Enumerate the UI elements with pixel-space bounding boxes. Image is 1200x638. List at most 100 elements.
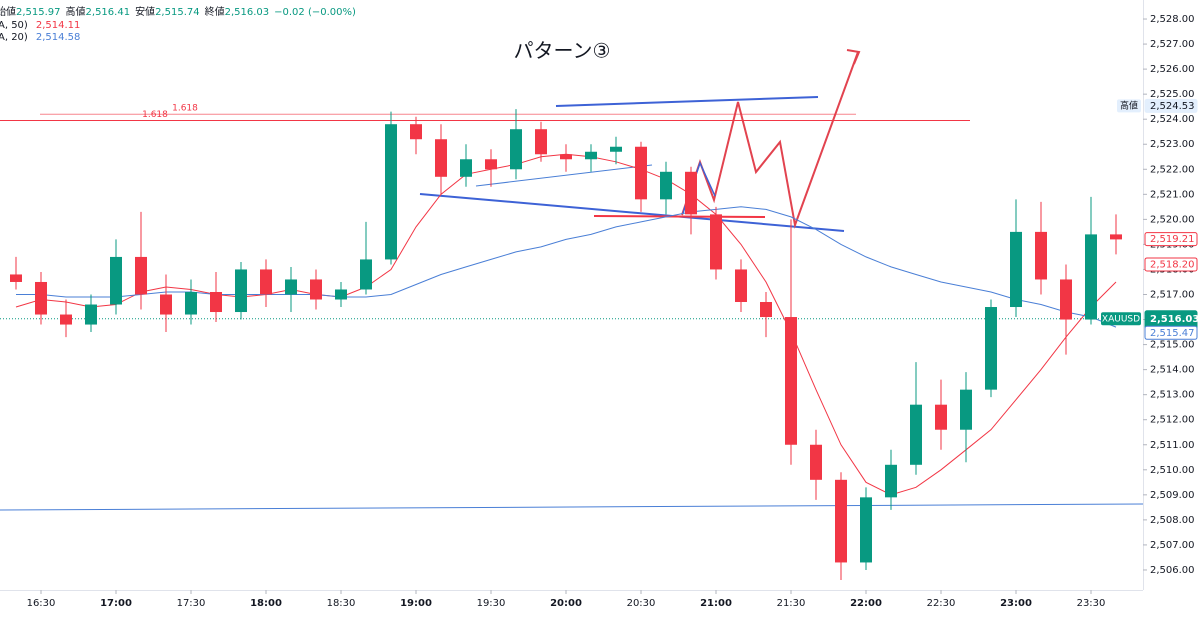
projection-path (681, 51, 859, 229)
candle-body (335, 289, 347, 300)
price-tag-name: XAUUSD (1102, 314, 1140, 324)
x-tick-label: 22:00 (850, 598, 882, 609)
x-tick-label: 18:00 (250, 598, 282, 609)
price-tag-label: 2,519.21 (1150, 234, 1195, 245)
x-tick-label: 17:00 (100, 598, 132, 609)
x-tick-label: 20:30 (627, 598, 656, 609)
arrow-head (846, 49, 861, 65)
x-tick-label: 21:30 (777, 598, 806, 609)
candle-body (1035, 231, 1047, 280)
candle-body (10, 274, 22, 282)
legend-series-name: A, 20) (0, 32, 28, 43)
y-tick-label: 2,514.00 (1150, 365, 1195, 376)
price-tag-name-bg (1101, 312, 1141, 326)
candle-body (1110, 234, 1122, 240)
price-tag (1144, 232, 1198, 247)
y-tick-label: 2,511.00 (1150, 440, 1195, 451)
legend-change: −0.02 (−0.00%) (274, 7, 356, 18)
candle-body (910, 404, 922, 465)
candle-body (235, 269, 247, 313)
x-tick-label: 20:00 (550, 598, 582, 609)
candle-body (935, 404, 947, 430)
candle-body (785, 317, 797, 445)
legend: 始値 2,515.97 高値 2,516.41 安値 2,515.74 終値 2,516.03… (0, 5, 356, 43)
moving-average (16, 206, 1117, 328)
x-tick-label: 17:30 (177, 598, 206, 609)
trendline (555, 96, 819, 107)
legend-key: 安値 (135, 5, 155, 18)
y-tick-label: 2,528.00 (1150, 14, 1195, 25)
x-tick-label: 16:30 (27, 598, 56, 609)
y-tick-label: 2,526.00 (1150, 64, 1195, 75)
candle-body (510, 129, 522, 170)
y-tick-label: 2,520.00 (1150, 214, 1195, 225)
candle-body (360, 259, 372, 290)
candle-body (85, 304, 97, 325)
candle-body (635, 146, 647, 200)
y-tick-label: 2,522.00 (1150, 164, 1195, 175)
candle-body (285, 279, 297, 295)
candle-body (660, 171, 672, 200)
candle-body (1010, 231, 1022, 308)
x-tick-label: 18:30 (327, 598, 356, 609)
y-tick-label: 2,525.00 (1150, 89, 1195, 100)
candle-body (260, 269, 272, 295)
y-tick-label: 2,527.00 (1150, 39, 1195, 50)
legend-key: 高値 (66, 5, 86, 18)
y-tick-label: 2,510.00 (1150, 465, 1195, 476)
legend-series-value: 2,514.11 (36, 20, 81, 31)
moving-average (15, 153, 1117, 496)
x-tick-label: 21:00 (700, 598, 732, 609)
y-tick-label: 2,521.00 (1150, 189, 1195, 200)
y-tick-label: 2,509.00 (1150, 490, 1195, 501)
price-tag-name-bg (1117, 99, 1141, 113)
horizontal-line (0, 503, 1144, 511)
y-tick-label: 2,515.00 (1150, 340, 1195, 351)
candle-body (485, 159, 497, 170)
legend-series-name: A, 50) (0, 20, 28, 31)
candle-body (585, 151, 597, 160)
legend-series-value: 2,514.58 (36, 32, 81, 43)
trendline (419, 193, 845, 232)
candle-body (960, 389, 972, 430)
candle-body (310, 279, 322, 300)
trendline (475, 164, 653, 187)
candle-body (560, 154, 572, 160)
candle-body (435, 139, 447, 177)
candle-body (835, 479, 847, 563)
candle-body (35, 281, 47, 315)
price-tag-name: 高値 (1120, 99, 1138, 111)
legend-value: 2,515.97 (16, 7, 61, 18)
x-tick-label: 22:30 (927, 598, 956, 609)
y-tick-label: 2,524.00 (1150, 114, 1195, 125)
price-tag-label: 2,516.03 (1150, 314, 1199, 325)
candle-body (685, 171, 697, 215)
price-tag (1144, 98, 1198, 113)
candle-body (460, 159, 472, 177)
candle-body (860, 497, 872, 563)
candle-body (60, 314, 72, 325)
price-tag-label: 2,524.53 (1150, 101, 1195, 112)
candle-body (760, 302, 772, 318)
legend-value: 2,515.74 (155, 7, 200, 18)
candle-body (885, 464, 897, 498)
chart-title: パターン③ (514, 39, 611, 63)
trendline (593, 215, 766, 218)
candle-body (410, 124, 422, 140)
candle-body (160, 294, 172, 315)
x-tick-label: 23:30 (1077, 598, 1106, 609)
candle-body (1060, 279, 1072, 320)
x-tick-label: 23:00 (1000, 598, 1032, 609)
candle-body (135, 256, 147, 295)
candle-body (710, 214, 722, 270)
candle-body (985, 307, 997, 390)
y-tick-label: 2,506.00 (1150, 565, 1195, 576)
price-tag (1144, 325, 1198, 340)
x-tick-label: 19:00 (400, 598, 432, 609)
y-tick-label: 2,512.00 (1150, 415, 1195, 426)
y-tick-label: 2,523.00 (1150, 139, 1195, 150)
legend-value: 2,516.41 (86, 7, 131, 18)
fib-label: 1.618 (172, 104, 198, 114)
candle-body (735, 269, 747, 303)
